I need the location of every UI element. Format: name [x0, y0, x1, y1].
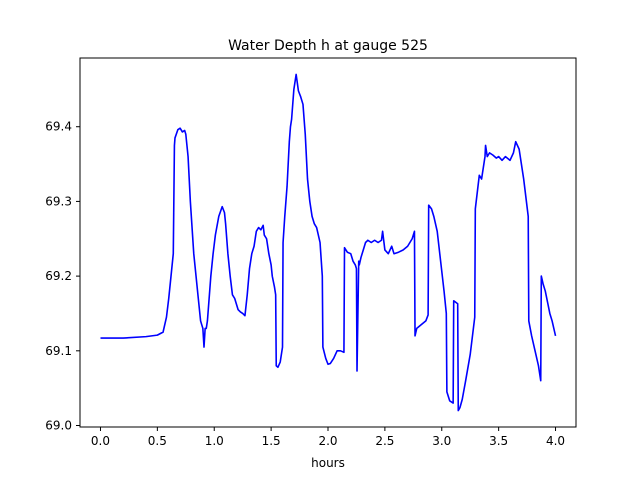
- chart-title: Water Depth h at gauge 525: [228, 38, 428, 54]
- x-tick-label: 1.0: [205, 434, 224, 448]
- x-axis-label: hours: [311, 456, 345, 470]
- x-tick-label: 2.0: [318, 434, 337, 448]
- x-tick-label: 0.5: [148, 434, 167, 448]
- x-tick-label: 0.0: [91, 434, 110, 448]
- y-axis: 69.0 69.1 69.2 69.3 69.4: [45, 120, 80, 433]
- y-tick-label: 69.1: [45, 344, 72, 358]
- series-line: [100, 73, 557, 412]
- y-tick-label: 69.4: [45, 120, 72, 134]
- x-tick-label: 1.5: [262, 434, 281, 448]
- x-tick-label: 3.0: [432, 434, 451, 448]
- x-tick-label: 3.5: [489, 434, 508, 448]
- x-tick-label: 2.5: [375, 434, 394, 448]
- y-tick-label: 69.3: [45, 194, 72, 208]
- x-tick-label: 4.0: [546, 434, 565, 448]
- x-axis: 0.0 0.5 1.0 1.5 2.0 2.5 3.0 3.5 4.0: [91, 427, 565, 448]
- y-tick-label: 69.0: [45, 419, 72, 433]
- y-tick-label: 69.2: [45, 269, 72, 283]
